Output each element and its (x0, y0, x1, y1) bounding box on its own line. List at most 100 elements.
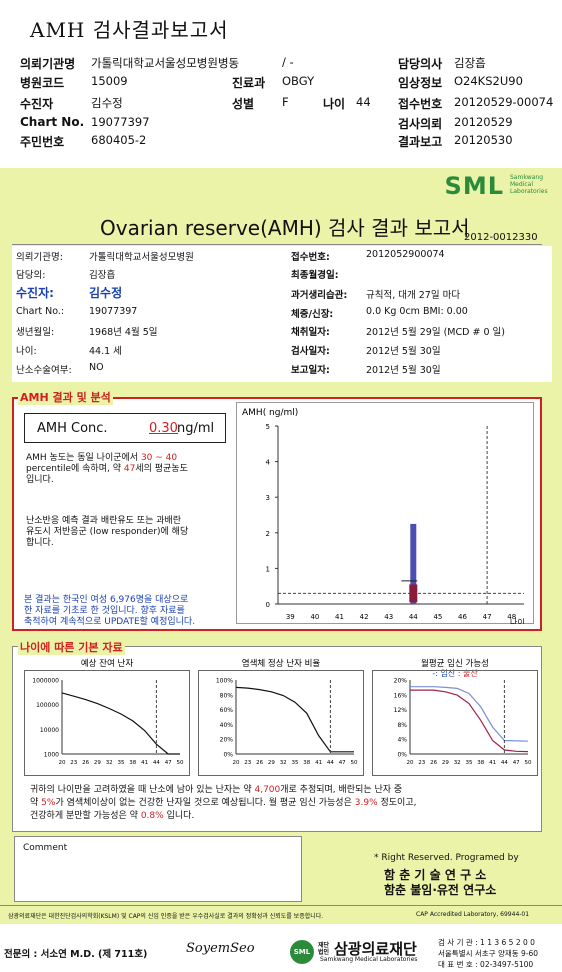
header-label-resident-no: 주민번호 (20, 135, 65, 149)
mini-x-tick-label: 32 (280, 760, 287, 766)
info-left-label: Chart No.: (16, 306, 65, 317)
amh-equivalent-age: 47 (123, 464, 136, 474)
amh-percentile-range: 30 ~ 40 (140, 453, 178, 463)
y-tick-label: 3 (266, 494, 270, 502)
amh-text-2-line: 유도시 저반응군 (low responder)에 해당 (26, 527, 189, 537)
mini-chart-border (24, 670, 190, 776)
mini-x-tick-label: 32 (454, 760, 461, 766)
summary-text: 입니다. (166, 811, 195, 821)
info-right-value: 2012년 5월 29일 (MCD # 0 일) (366, 327, 505, 338)
header-value-report-date: 20120530 (454, 133, 513, 147)
summary-text: 건강하게 분만할 가능성은 약 (30, 811, 138, 821)
mini-x-tick-label: 23 (244, 760, 251, 766)
mini-x-tick-label: 26 (256, 760, 263, 766)
summary-text: 정도이고, (380, 798, 417, 808)
mini-x-tick-label: 29 (268, 760, 275, 766)
header-value-patient: 김수정 (91, 96, 123, 110)
mini-y-tick-label: 12% (394, 707, 408, 714)
info-left-value: 김수정 (89, 286, 123, 300)
mini-x-tick-label: 35 (466, 760, 473, 766)
amh-text-2-line: 합니다. (26, 538, 54, 548)
header-label-patient: 수진자 (20, 97, 54, 111)
summary-line-3: 건강하게 분만할 가능성은 약 0.8% 입니다. (30, 810, 194, 823)
mini-y-tick-label: 0% (223, 752, 233, 759)
info-left-value: 가톨릭대학교서울성모병원 (89, 252, 194, 263)
mini-x-tick-label: 26 (82, 760, 89, 766)
header-value-receipt-no: 20120529-00074 (454, 95, 554, 109)
mini-series-line (410, 689, 529, 753)
header-label-age: 나이 (323, 97, 346, 111)
mini-y-tick-label: 40% (220, 722, 234, 729)
mini-x-tick-label: 44 (153, 760, 160, 766)
patient-info-panel (12, 246, 552, 382)
header-label-institution: 의뢰기관명 (20, 57, 76, 71)
basic-data-box (12, 646, 542, 832)
header-value-institution: 가톨릭대학교서울성모병원병동 (91, 56, 240, 70)
x-tick-label: 46 (458, 613, 467, 621)
mini-series-line (61, 692, 180, 755)
x-tick-label: 40 (310, 613, 319, 621)
summary-text: 약 (30, 798, 39, 808)
header-value-clinical-info: O24KS2U90 (454, 74, 523, 88)
amh-conc-value: 0.30 (149, 421, 178, 436)
y-tick-label: 2 (266, 530, 270, 538)
y-tick-label: 5 (266, 423, 270, 431)
footer-accreditation-text: 삼광의료재단은 대한진단검사의학회(KSLM) 및 CAP의 신임 인증을 받은… (8, 913, 324, 920)
summary-text: 귀하의 나이만을 고려하였을 때 난소에 남아 있는 난자는 약 (30, 785, 252, 795)
amh-data-note: 본 결과는 한국인 여성 6,976명을 대상으로 한 자료를 기초로 한 것입… (24, 595, 236, 628)
amh-text-2-line: 난소반응 예측 결과 배란유도 또는 과배란 (26, 516, 182, 526)
footer-cap-text: CAP Accredited Laboratory, 69944-01 (416, 911, 530, 918)
mini-x-tick-label: 20 (407, 760, 414, 766)
info-left-label: 나이: (16, 346, 37, 357)
normal-egg-percent: 5% (41, 798, 56, 808)
mini-x-tick-label: 35 (118, 760, 125, 766)
header-label-report-date: 결과보고 (398, 135, 443, 149)
mini-x-tick-label: 50 (177, 760, 184, 766)
summary-text: 개로 추정되며, 배란되는 난자 중 (280, 785, 403, 795)
bottom-bar (0, 924, 562, 972)
info-right-label: 접수번호: (291, 252, 330, 263)
mini-y-tick-label: 1000000 (32, 678, 59, 685)
x-tick-label: 42 (360, 613, 369, 621)
mini-x-tick-label: 35 (292, 760, 299, 766)
info-right-label: 채취일자: (291, 327, 330, 338)
page-title: AMH 검사결과보고서 (30, 18, 229, 42)
amh-interpretation-1: AMH 농도는 동일 나이군에서 30 ~ 40 percentile에 속하며… (26, 453, 232, 486)
header-value-chart-no: 19077397 (91, 115, 150, 129)
amh-text-1c: 세의 평균농도 (135, 464, 188, 474)
amh-text-1a: AMH 농도는 동일 나이군에서 (26, 453, 139, 463)
x-tick-label: 44 (409, 613, 418, 621)
header-value-resident-no: 680405-2 (91, 133, 147, 147)
mini-x-tick-label: 38 (129, 760, 136, 766)
mini-x-tick-label: 50 (351, 760, 358, 766)
header-value-request-date: 20120529 (454, 115, 513, 129)
chart-title: AMH( ng/ml) (242, 408, 298, 418)
mini-series-line (235, 686, 354, 753)
amh-section-title: AMH 결과 및 분석 (18, 389, 113, 405)
info-left-value: NO (89, 362, 104, 373)
x-tick-label: 48 (507, 613, 516, 621)
info-left-label: 생년월일: (16, 327, 55, 338)
header-label-request-date: 검사의뢰 (398, 117, 443, 131)
basic-section-title: 나이에 따른 기본 자료 (18, 639, 125, 655)
header-label-sex: 성별 (232, 97, 255, 111)
mini-x-tick-label: 41 (489, 760, 496, 766)
mini-y-tick-label: 10000 (40, 727, 59, 734)
info-right-value: 0.0 Kg 0cm BMI: 0.00 (366, 306, 468, 317)
mini-x-tick-label: 26 (430, 760, 437, 766)
x-tick-label: 39 (286, 613, 295, 621)
amh-interpretation-2: 난소반응 예측 결과 배란유도 또는 과배란 유도시 저반응군 (low res… (26, 516, 232, 549)
mini-y-tick-label: 20% (220, 737, 234, 744)
mini-y-tick-label: 80% (220, 692, 234, 699)
summary-line-2: 약 5%가 염색체이상이 없는 건강한 난자일 것으로 예상됩니다. 월 평균 … (30, 797, 416, 810)
header-value-hospital-code: 15009 (91, 74, 128, 88)
lab-address: 서울특별시 서초구 양재동 9-60 (438, 949, 539, 958)
x-tick-label: 41 (335, 613, 344, 621)
mini-y-tick-label: 1000 (44, 752, 59, 759)
header-label-department: 진료과 (232, 76, 266, 90)
mini-x-tick-label: 29 (94, 760, 101, 766)
y-tick-label: 0 (266, 601, 270, 609)
mini-chart-border (198, 670, 364, 776)
amh-conc-box: AMH Conc. 0.30 ng/ml (24, 413, 226, 443)
sml-circle-logo: SML (290, 940, 314, 964)
